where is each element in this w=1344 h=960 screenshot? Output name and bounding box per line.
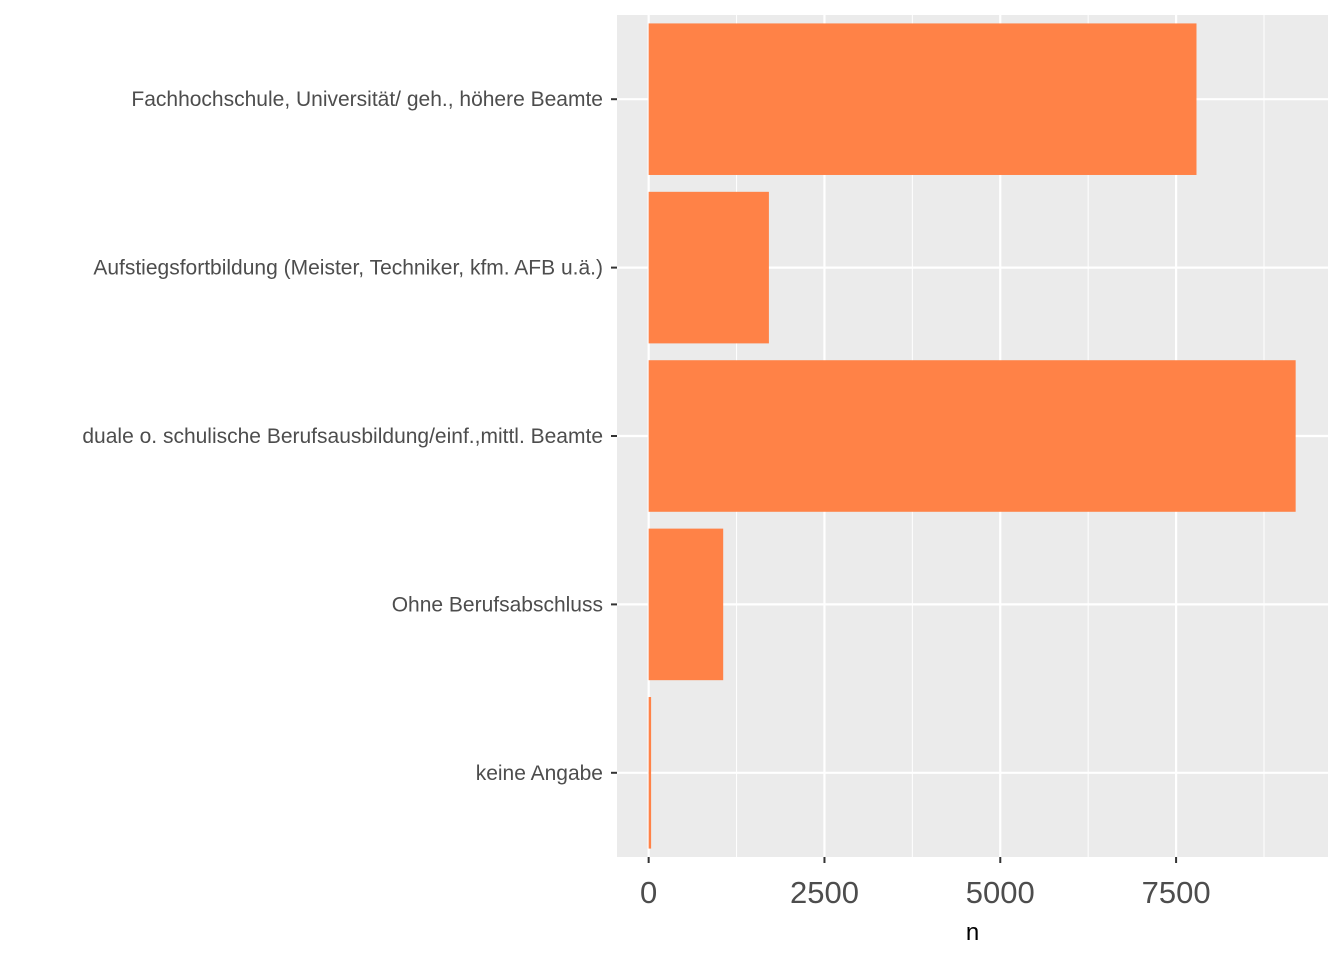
y-tick-label: duale o. schulische Berufsausbildung/ein… (82, 425, 603, 448)
x-axis-title: n (966, 919, 979, 946)
y-tick-label: Aufstiegsfortbildung (Meister, Techniker… (93, 257, 603, 280)
x-tick-label: 5000 (966, 875, 1035, 910)
bar (648, 360, 1296, 512)
y-tick-label: Ohne Berufsabschluss (392, 593, 603, 616)
bar (648, 191, 769, 344)
x-tick-label: 2500 (790, 875, 859, 910)
bar (648, 23, 1197, 175)
bar (648, 528, 724, 681)
x-tick-label: 0 (640, 875, 657, 910)
y-tick-label: keine Angabe (476, 762, 603, 785)
x-tick-label: 7500 (1142, 875, 1211, 910)
y-tick-label: Fachhochschule, Universität/ geh., höher… (131, 88, 603, 111)
bar (648, 697, 652, 849)
